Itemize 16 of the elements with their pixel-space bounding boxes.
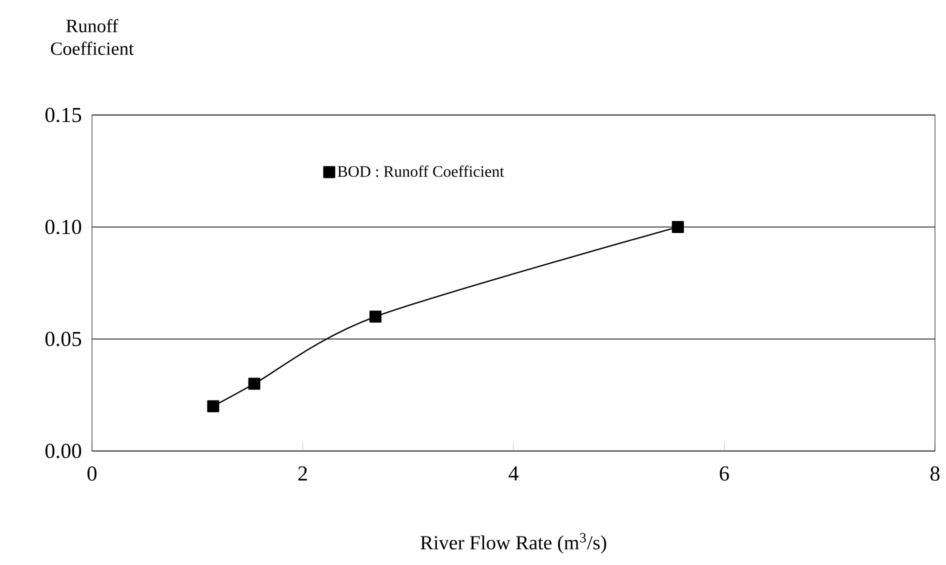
x-axis-title: River Flow Rate (m$^{3}$/s) xyxy=(420,533,606,554)
x-tick-label: 0 xyxy=(87,466,97,481)
x-tick-label: 2 xyxy=(298,466,307,481)
x-tick-label: 4 xyxy=(508,466,518,480)
point xyxy=(207,400,220,412)
x-tick-label: 6 xyxy=(720,466,729,481)
x-tick-label: 8 xyxy=(930,466,940,481)
point xyxy=(672,221,684,234)
point xyxy=(369,310,382,323)
y-tick-label: 0.15 xyxy=(45,108,82,122)
y-tick-label: 0.05 xyxy=(45,332,82,346)
y-tick-label: 0.00 xyxy=(45,444,82,458)
y-tick-label: 0.10 xyxy=(45,220,82,234)
legend-label: BOD : Runoff Coefficient xyxy=(338,165,504,177)
y-axis-title: Runoff Coefficient xyxy=(50,18,134,55)
point xyxy=(248,378,260,390)
